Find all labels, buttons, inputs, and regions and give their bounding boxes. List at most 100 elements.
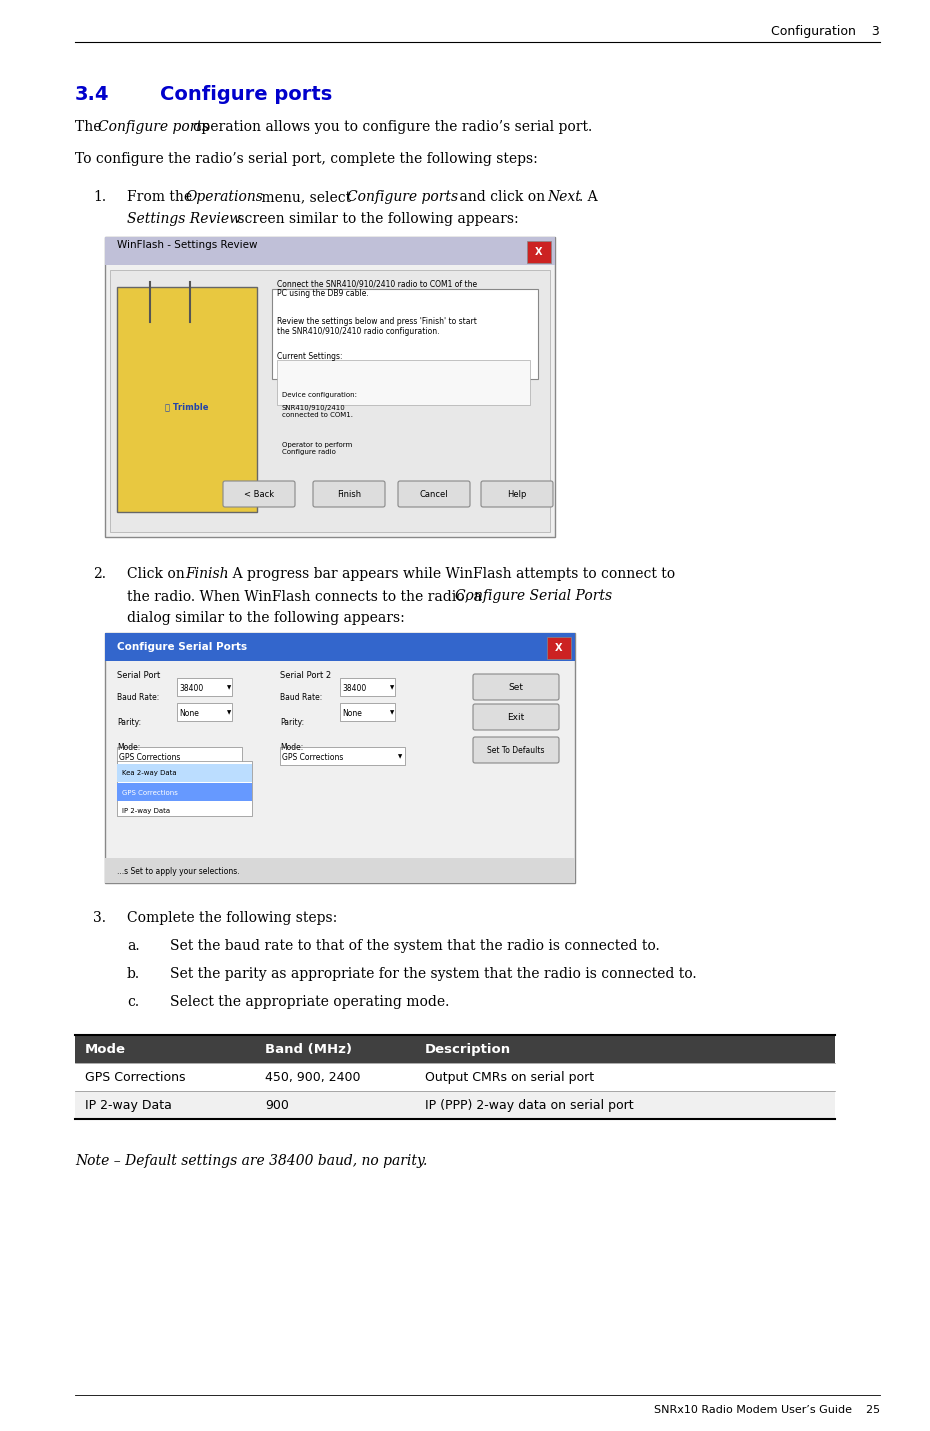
FancyBboxPatch shape (117, 747, 242, 766)
Text: ▼: ▼ (390, 711, 394, 716)
Text: Baud Rate:: Baud Rate: (117, 693, 159, 703)
Text: Description: Description (425, 1043, 512, 1056)
Text: ▼: ▼ (398, 754, 403, 760)
FancyBboxPatch shape (105, 238, 555, 265)
Text: Serial Port: Serial Port (117, 671, 160, 680)
Text: dialog similar to the following appears:: dialog similar to the following appears: (127, 611, 405, 625)
FancyBboxPatch shape (117, 783, 252, 801)
Text: operation allows you to configure the radio’s serial port.: operation allows you to configure the ra… (193, 120, 592, 135)
FancyBboxPatch shape (177, 703, 232, 721)
Text: 3.4: 3.4 (75, 84, 110, 104)
Text: Next: Next (547, 190, 581, 205)
Text: Review the settings below and press 'Finish' to start
the SNR410/910/2410 radio : Review the settings below and press 'Fin… (277, 318, 477, 336)
FancyBboxPatch shape (272, 289, 538, 379)
FancyBboxPatch shape (75, 1035, 835, 1063)
Text: Connect the SNR410/910/2410 radio to COM1 of the
PC using the DB9 cable.: Connect the SNR410/910/2410 radio to COM… (277, 279, 477, 299)
FancyBboxPatch shape (547, 637, 571, 660)
Text: Operator to perform
Configure radio: Operator to perform Configure radio (282, 442, 352, 455)
FancyBboxPatch shape (117, 761, 252, 816)
Text: Complete the following steps:: Complete the following steps: (127, 912, 338, 924)
FancyBboxPatch shape (117, 288, 257, 512)
FancyBboxPatch shape (280, 747, 405, 766)
Text: 900: 900 (265, 1099, 289, 1112)
Text: 38400: 38400 (179, 684, 204, 693)
Text: Set the baud rate to that of the system that the radio is connected to.: Set the baud rate to that of the system … (170, 939, 659, 953)
FancyBboxPatch shape (75, 1063, 835, 1090)
Text: and click on: and click on (455, 190, 550, 205)
Text: b.: b. (127, 967, 140, 982)
Text: Click on: Click on (127, 567, 189, 581)
Text: ...s Set to apply your selections.: ...s Set to apply your selections. (117, 867, 240, 876)
Text: Ⓣ Trimble: Ⓣ Trimble (166, 402, 208, 412)
FancyBboxPatch shape (340, 703, 395, 721)
Text: Parity:: Parity: (117, 718, 141, 727)
Text: 3.: 3. (93, 912, 106, 924)
Text: 1.: 1. (93, 190, 106, 205)
Text: SNR410/910/2410
connected to COM1.: SNR410/910/2410 connected to COM1. (282, 405, 353, 418)
Text: GPS Corrections: GPS Corrections (122, 790, 178, 796)
FancyBboxPatch shape (177, 678, 232, 695)
FancyBboxPatch shape (473, 737, 559, 763)
FancyBboxPatch shape (105, 859, 575, 883)
Text: Mode:: Mode: (280, 743, 303, 753)
Text: Cancel: Cancel (419, 489, 448, 498)
Text: Device configuration:: Device configuration: (282, 392, 357, 398)
Text: 450, 900, 2400: 450, 900, 2400 (265, 1070, 361, 1083)
FancyBboxPatch shape (75, 1090, 835, 1119)
Text: To configure the radio’s serial port, complete the following steps:: To configure the radio’s serial port, co… (75, 152, 538, 166)
Text: WinFlash - Settings Review: WinFlash - Settings Review (117, 240, 258, 250)
Text: Help: Help (507, 489, 526, 498)
FancyBboxPatch shape (398, 481, 470, 507)
Text: menu, select: menu, select (257, 190, 355, 205)
Text: the radio. When WinFlash connects to the radio, a: the radio. When WinFlash connects to the… (127, 590, 486, 602)
Text: Finish: Finish (185, 567, 229, 581)
Text: screen similar to the following appears:: screen similar to the following appears: (233, 212, 519, 226)
FancyBboxPatch shape (313, 481, 385, 507)
Text: a.: a. (127, 939, 140, 953)
Text: From the: From the (127, 190, 196, 205)
FancyBboxPatch shape (340, 678, 395, 695)
FancyBboxPatch shape (473, 674, 559, 700)
Text: Configure ports: Configure ports (98, 120, 209, 135)
Text: X: X (536, 248, 543, 258)
FancyBboxPatch shape (223, 481, 295, 507)
Text: Band (MHz): Band (MHz) (265, 1043, 352, 1056)
Text: ▼: ▼ (227, 685, 232, 691)
Text: GPS Corrections: GPS Corrections (282, 753, 343, 761)
Text: Settings Review: Settings Review (127, 212, 241, 226)
Text: Mode: Mode (85, 1043, 126, 1056)
Text: Set To Defaults: Set To Defaults (487, 746, 545, 754)
Text: Kea 2-way Data: Kea 2-way Data (122, 770, 177, 776)
Text: c.: c. (127, 995, 140, 1009)
Text: Finish: Finish (337, 489, 361, 498)
Text: Configure ports: Configure ports (160, 84, 332, 104)
Text: X: X (555, 643, 563, 653)
Text: . A: . A (579, 190, 598, 205)
Text: Configure Serial Ports: Configure Serial Ports (117, 643, 247, 653)
Text: GPS Corrections: GPS Corrections (119, 753, 180, 761)
Text: None: None (179, 708, 199, 717)
Text: SNRx10 Radio Modem User’s Guide    25: SNRx10 Radio Modem User’s Guide 25 (654, 1405, 880, 1415)
FancyBboxPatch shape (473, 704, 559, 730)
Text: Baud Rate:: Baud Rate: (280, 693, 323, 703)
Text: Set the parity as appropriate for the system that the radio is connected to.: Set the parity as appropriate for the sy… (170, 967, 697, 982)
Text: Operations: Operations (185, 190, 263, 205)
Text: Select the appropriate operating mode.: Select the appropriate operating mode. (170, 995, 449, 1009)
Text: Set: Set (509, 683, 524, 691)
Text: Output CMRs on serial port: Output CMRs on serial port (425, 1070, 594, 1083)
Text: IP 2-way Data: IP 2-way Data (122, 809, 170, 814)
FancyBboxPatch shape (105, 238, 555, 537)
Text: IP 2-way Data: IP 2-way Data (85, 1099, 172, 1112)
Text: 2.: 2. (93, 567, 106, 581)
Text: Configure Serial Ports: Configure Serial Ports (455, 590, 612, 602)
Text: < Back: < Back (244, 489, 274, 498)
Text: None: None (342, 708, 362, 717)
Text: Configure ports: Configure ports (347, 190, 458, 205)
FancyBboxPatch shape (105, 633, 575, 883)
Text: Serial Port 2: Serial Port 2 (280, 671, 331, 680)
Text: ▼: ▼ (227, 711, 232, 716)
Text: Parity:: Parity: (280, 718, 304, 727)
FancyBboxPatch shape (117, 764, 252, 781)
Text: Exit: Exit (508, 713, 525, 721)
FancyBboxPatch shape (110, 270, 550, 532)
